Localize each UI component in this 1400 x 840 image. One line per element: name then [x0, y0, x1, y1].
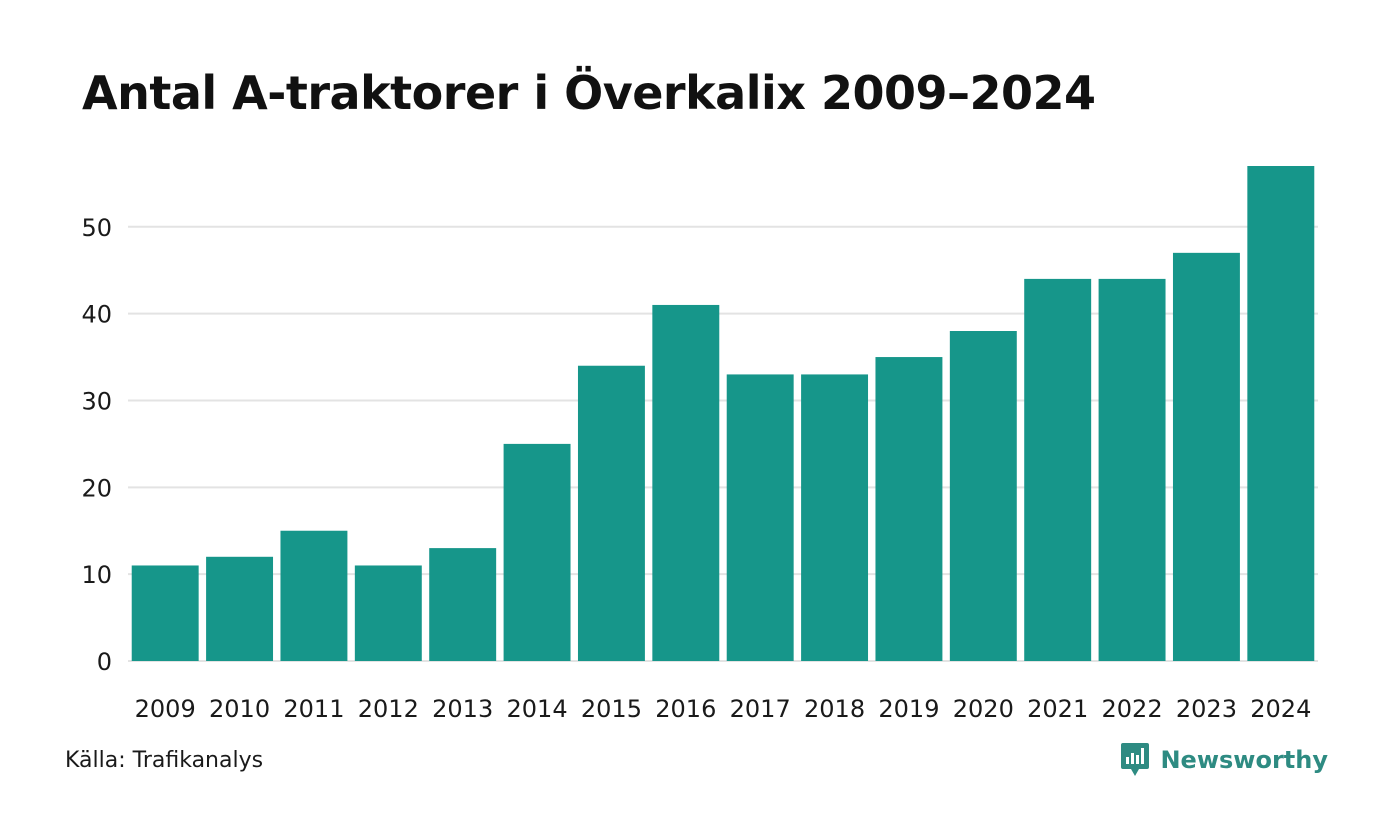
bar-chart: 0 10 20 30 40 50 2009 2010 2011 2012 2013 2014 2015… — [81, 166, 1318, 723]
brand-logo: Newsworthy — [1120, 742, 1328, 778]
bar-2021 — [1024, 278, 1092, 661]
y-tick-label: 0 — [97, 648, 112, 676]
bars — [131, 166, 1315, 661]
newsworthy-logo-icon — [1121, 743, 1150, 776]
x-tick-label: 2019 — [878, 695, 939, 723]
x-tick-label: 2011 — [283, 695, 344, 723]
x-tick-label: 2016 — [655, 695, 716, 723]
x-tick-label: 2014 — [507, 695, 568, 723]
y-tick-label: 50 — [81, 214, 112, 242]
x-tick-label: 2009 — [135, 695, 196, 723]
bar-2016 — [652, 304, 720, 661]
x-tick-label: 2015 — [581, 695, 642, 723]
bar-2018 — [801, 374, 869, 661]
bar-2024 — [1247, 166, 1315, 661]
chart-title: Antal A-traktorer i Överkalix 2009–2024 — [82, 66, 1096, 120]
x-tick-label: 2020 — [953, 695, 1014, 723]
y-tick-label: 20 — [81, 474, 112, 502]
bar-2022 — [1098, 278, 1166, 661]
x-tick-label: 2018 — [804, 695, 865, 723]
bar-2015 — [577, 365, 645, 661]
bar-2012 — [354, 565, 422, 661]
bar-2023 — [1172, 252, 1240, 661]
x-axis-ticks: 2009 2010 2011 2012 2013 2014 2015 2016 2017 2018… — [135, 695, 1312, 723]
x-tick-label: 2021 — [1027, 695, 1088, 723]
bar-2017 — [726, 374, 794, 661]
x-tick-label: 2022 — [1102, 695, 1163, 723]
bar-2019 — [875, 357, 943, 661]
x-tick-label: 2013 — [432, 695, 493, 723]
y-axis-ticks: 0 10 20 30 40 50 — [81, 214, 112, 676]
y-tick-label: 40 — [81, 301, 112, 329]
brand-name: Newsworthy — [1160, 746, 1328, 774]
bar-2011 — [280, 530, 348, 661]
bar-2009 — [131, 565, 199, 661]
x-tick-label: 2010 — [209, 695, 270, 723]
source-note: Källa: Trafikanalys — [65, 748, 264, 773]
bar-2014 — [503, 443, 571, 661]
bar-2013 — [429, 548, 497, 661]
y-tick-label: 30 — [81, 387, 112, 415]
y-tick-label: 10 — [81, 561, 112, 589]
bar-2010 — [206, 556, 274, 661]
x-tick-label: 2024 — [1250, 695, 1311, 723]
bar-2020 — [949, 331, 1017, 661]
x-tick-label: 2017 — [730, 695, 791, 723]
x-tick-label: 2023 — [1176, 695, 1237, 723]
x-tick-label: 2012 — [358, 695, 419, 723]
